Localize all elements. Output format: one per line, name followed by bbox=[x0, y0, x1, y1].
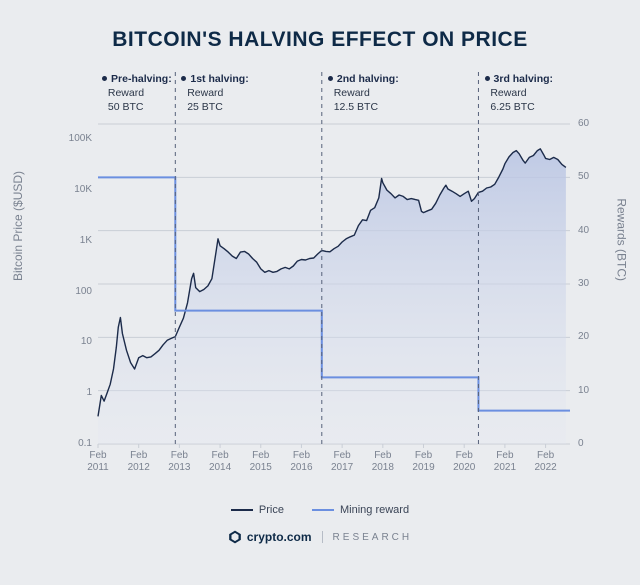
legend-item-reward: Mining reward bbox=[312, 504, 409, 516]
chart-svg bbox=[22, 66, 618, 496]
legend: Price Mining reward bbox=[22, 504, 618, 516]
legend-swatch-price bbox=[231, 509, 253, 511]
footer: crypto.com RESEARCH bbox=[22, 530, 618, 544]
y-right-axis-label: Rewards (BTC) bbox=[615, 198, 629, 281]
brand: crypto.com bbox=[228, 530, 312, 544]
chart-container: BITCOIN'S HALVING EFFECT ON PRICE Bitcoi… bbox=[0, 0, 640, 585]
legend-label-price: Price bbox=[259, 504, 284, 516]
legend-swatch-reward bbox=[312, 509, 334, 511]
footer-divider bbox=[322, 531, 323, 543]
research-label: RESEARCH bbox=[333, 532, 413, 543]
brand-logo-icon bbox=[228, 530, 242, 544]
y-left-axis-label: Bitcoin Price ($USD) bbox=[11, 171, 25, 281]
legend-item-price: Price bbox=[231, 504, 284, 516]
chart-title: BITCOIN'S HALVING EFFECT ON PRICE bbox=[22, 28, 618, 52]
brand-text: crypto.com bbox=[247, 530, 312, 544]
chart-area: Bitcoin Price ($USD) Rewards (BTC) 0.111… bbox=[22, 66, 618, 496]
legend-label-reward: Mining reward bbox=[340, 504, 409, 516]
